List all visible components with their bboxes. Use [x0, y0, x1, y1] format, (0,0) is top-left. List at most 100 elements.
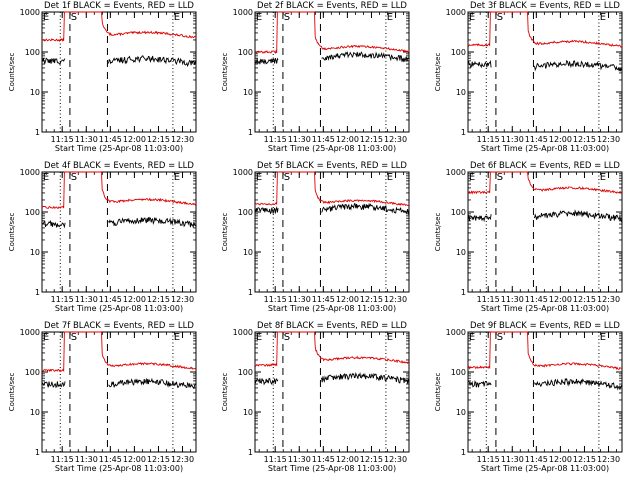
interval-marker: E: [387, 172, 393, 183]
y-axis-label: Counts/sec: [434, 373, 442, 412]
events-series-line: [467, 59, 623, 72]
x-tick-label: 11:45: [525, 295, 548, 304]
interval-marker: S: [71, 332, 77, 343]
detector-panel: Det 3f BLACK = Events, RED = LLD 1 10 100 10…: [426, 0, 639, 160]
detector-panel: Det 4f BLACK = Events, RED = LLD 1 10 100 10…: [0, 160, 213, 320]
interval-marker: E: [387, 332, 393, 343]
y-axis-label: Counts/sec: [221, 373, 229, 412]
interval-marker: S: [497, 12, 503, 23]
interval-marker: E: [256, 12, 262, 23]
y-tick-label: 100: [238, 48, 253, 57]
chart-title: Det 5f BLACK = Events, RED = LLD: [257, 161, 407, 171]
y-axis-label: Counts/sec: [8, 53, 16, 92]
interval-marker: E: [387, 12, 393, 23]
x-tick-label: 12:00: [123, 135, 146, 144]
x-tick-label: 12:00: [549, 135, 572, 144]
plot-frame: [41, 331, 197, 453]
interval-marker: S: [497, 332, 503, 343]
x-tick-label: 12:30: [384, 455, 407, 464]
y-tick-label: 10: [456, 248, 466, 257]
x-tick-label: 11:15: [477, 135, 500, 144]
y-tick-label: 100: [238, 208, 253, 217]
interval-marker: S: [284, 332, 290, 343]
y-tick-label: 10: [243, 248, 253, 257]
chart-title: Det 7f BLACK = Events, RED = LLD: [44, 321, 194, 331]
chart: Det 2f BLACK = Events, RED = LLD 1 10 100 10…: [221, 1, 410, 153]
chart: Det 1f BLACK = Events, RED = LLD 1 10 100 10…: [8, 1, 197, 153]
events-series-line: [41, 55, 197, 68]
x-tick-label: 12:30: [597, 135, 620, 144]
interval-marker: E: [256, 332, 262, 343]
y-tick-label: 1: [248, 128, 253, 137]
x-tick-label: 11:30: [501, 135, 524, 144]
interval-marker: E: [469, 332, 475, 343]
y-tick-label: 1: [461, 448, 466, 457]
interval-marker: E: [600, 172, 606, 183]
y-tick-label: 10: [243, 408, 253, 417]
x-tick-label: 12:00: [549, 455, 572, 464]
y-tick-label: 10: [30, 408, 40, 417]
chart-title: Det 8f BLACK = Events, RED = LLD: [257, 321, 407, 331]
x-axis-label: Start Time (25-Apr-08 11:03:00): [268, 144, 396, 153]
x-tick-label: 12:30: [384, 295, 407, 304]
x-tick-label: 12:00: [123, 455, 146, 464]
detector-panel: Det 1f BLACK = Events, RED = LLD 1 10 100 10…: [0, 0, 213, 160]
x-axis-label: Start Time (25-Apr-08 11:03:00): [481, 144, 609, 153]
y-tick-label: 100: [25, 208, 40, 217]
y-tick-label: 1000: [446, 328, 466, 337]
chart-title: Det 1f BLACK = Events, RED = LLD: [44, 1, 194, 11]
x-tick-label: 12:00: [336, 455, 359, 464]
x-tick-label: 11:15: [51, 135, 74, 144]
x-tick-label: 12:15: [573, 135, 596, 144]
interval-marker: S: [284, 172, 290, 183]
y-tick-label: 10: [30, 88, 40, 97]
y-axis-label: Counts/sec: [221, 53, 229, 92]
detector-panel: Det 5f BLACK = Events, RED = LLD 1 10 100 10…: [213, 160, 426, 320]
x-tick-label: 11:45: [525, 455, 548, 464]
x-tick-label: 12:30: [171, 295, 194, 304]
x-axis-label: Start Time (25-Apr-08 11:03:00): [481, 464, 609, 473]
y-tick-label: 1: [35, 448, 40, 457]
chart: Det 8f BLACK = Events, RED = LLD 1 10 100 10…: [221, 321, 410, 473]
y-tick-label: 100: [25, 48, 40, 57]
chart: Det 5f BLACK = Events, RED = LLD 1 10 100 10…: [221, 161, 410, 313]
x-axis-label: Start Time (25-Apr-08 11:03:00): [268, 304, 396, 313]
x-tick-label: 12:30: [597, 295, 620, 304]
plot-frame: [41, 11, 197, 133]
x-tick-label: 12:30: [597, 455, 620, 464]
x-tick-label: 12:15: [147, 135, 170, 144]
y-tick-label: 100: [25, 368, 40, 377]
events-series-line: [467, 377, 623, 391]
chart-title: Det 3f BLACK = Events, RED = LLD: [470, 1, 620, 11]
interval-marker: E: [600, 12, 606, 23]
plot-frame: [467, 11, 623, 133]
x-tick-label: 11:15: [51, 455, 74, 464]
x-tick-label: 12:30: [384, 135, 407, 144]
x-tick-label: 12:00: [336, 135, 359, 144]
plot-frame: [254, 171, 410, 293]
x-tick-label: 11:45: [312, 455, 335, 464]
x-tick-label: 11:30: [75, 455, 98, 464]
chart-title: Det 2f BLACK = Events, RED = LLD: [257, 1, 407, 11]
x-tick-label: 12:30: [171, 135, 194, 144]
x-tick-label: 11:30: [501, 455, 524, 464]
y-tick-label: 1000: [446, 168, 466, 177]
events-series-line: [467, 209, 623, 223]
interval-marker: S: [284, 12, 290, 23]
lld-series-line: [254, 331, 410, 367]
y-tick-label: 100: [451, 208, 466, 217]
interval-marker: E: [469, 172, 475, 183]
chart: Det 4f BLACK = Events, RED = LLD 1 10 100 10…: [8, 161, 197, 313]
chart-title: Det 9f BLACK = Events, RED = LLD: [470, 321, 620, 331]
x-tick-label: 12:15: [147, 455, 170, 464]
x-tick-label: 12:15: [360, 455, 383, 464]
x-tick-label: 11:30: [75, 135, 98, 144]
x-tick-label: 12:15: [360, 295, 383, 304]
chart: Det 9f BLACK = Events, RED = LLD 1 10 100 10…: [434, 321, 623, 473]
y-tick-label: 1000: [233, 168, 253, 177]
lld-series-line: [41, 11, 197, 42]
x-tick-label: 12:15: [573, 295, 596, 304]
interval-marker: E: [600, 332, 606, 343]
interval-marker: S: [497, 172, 503, 183]
